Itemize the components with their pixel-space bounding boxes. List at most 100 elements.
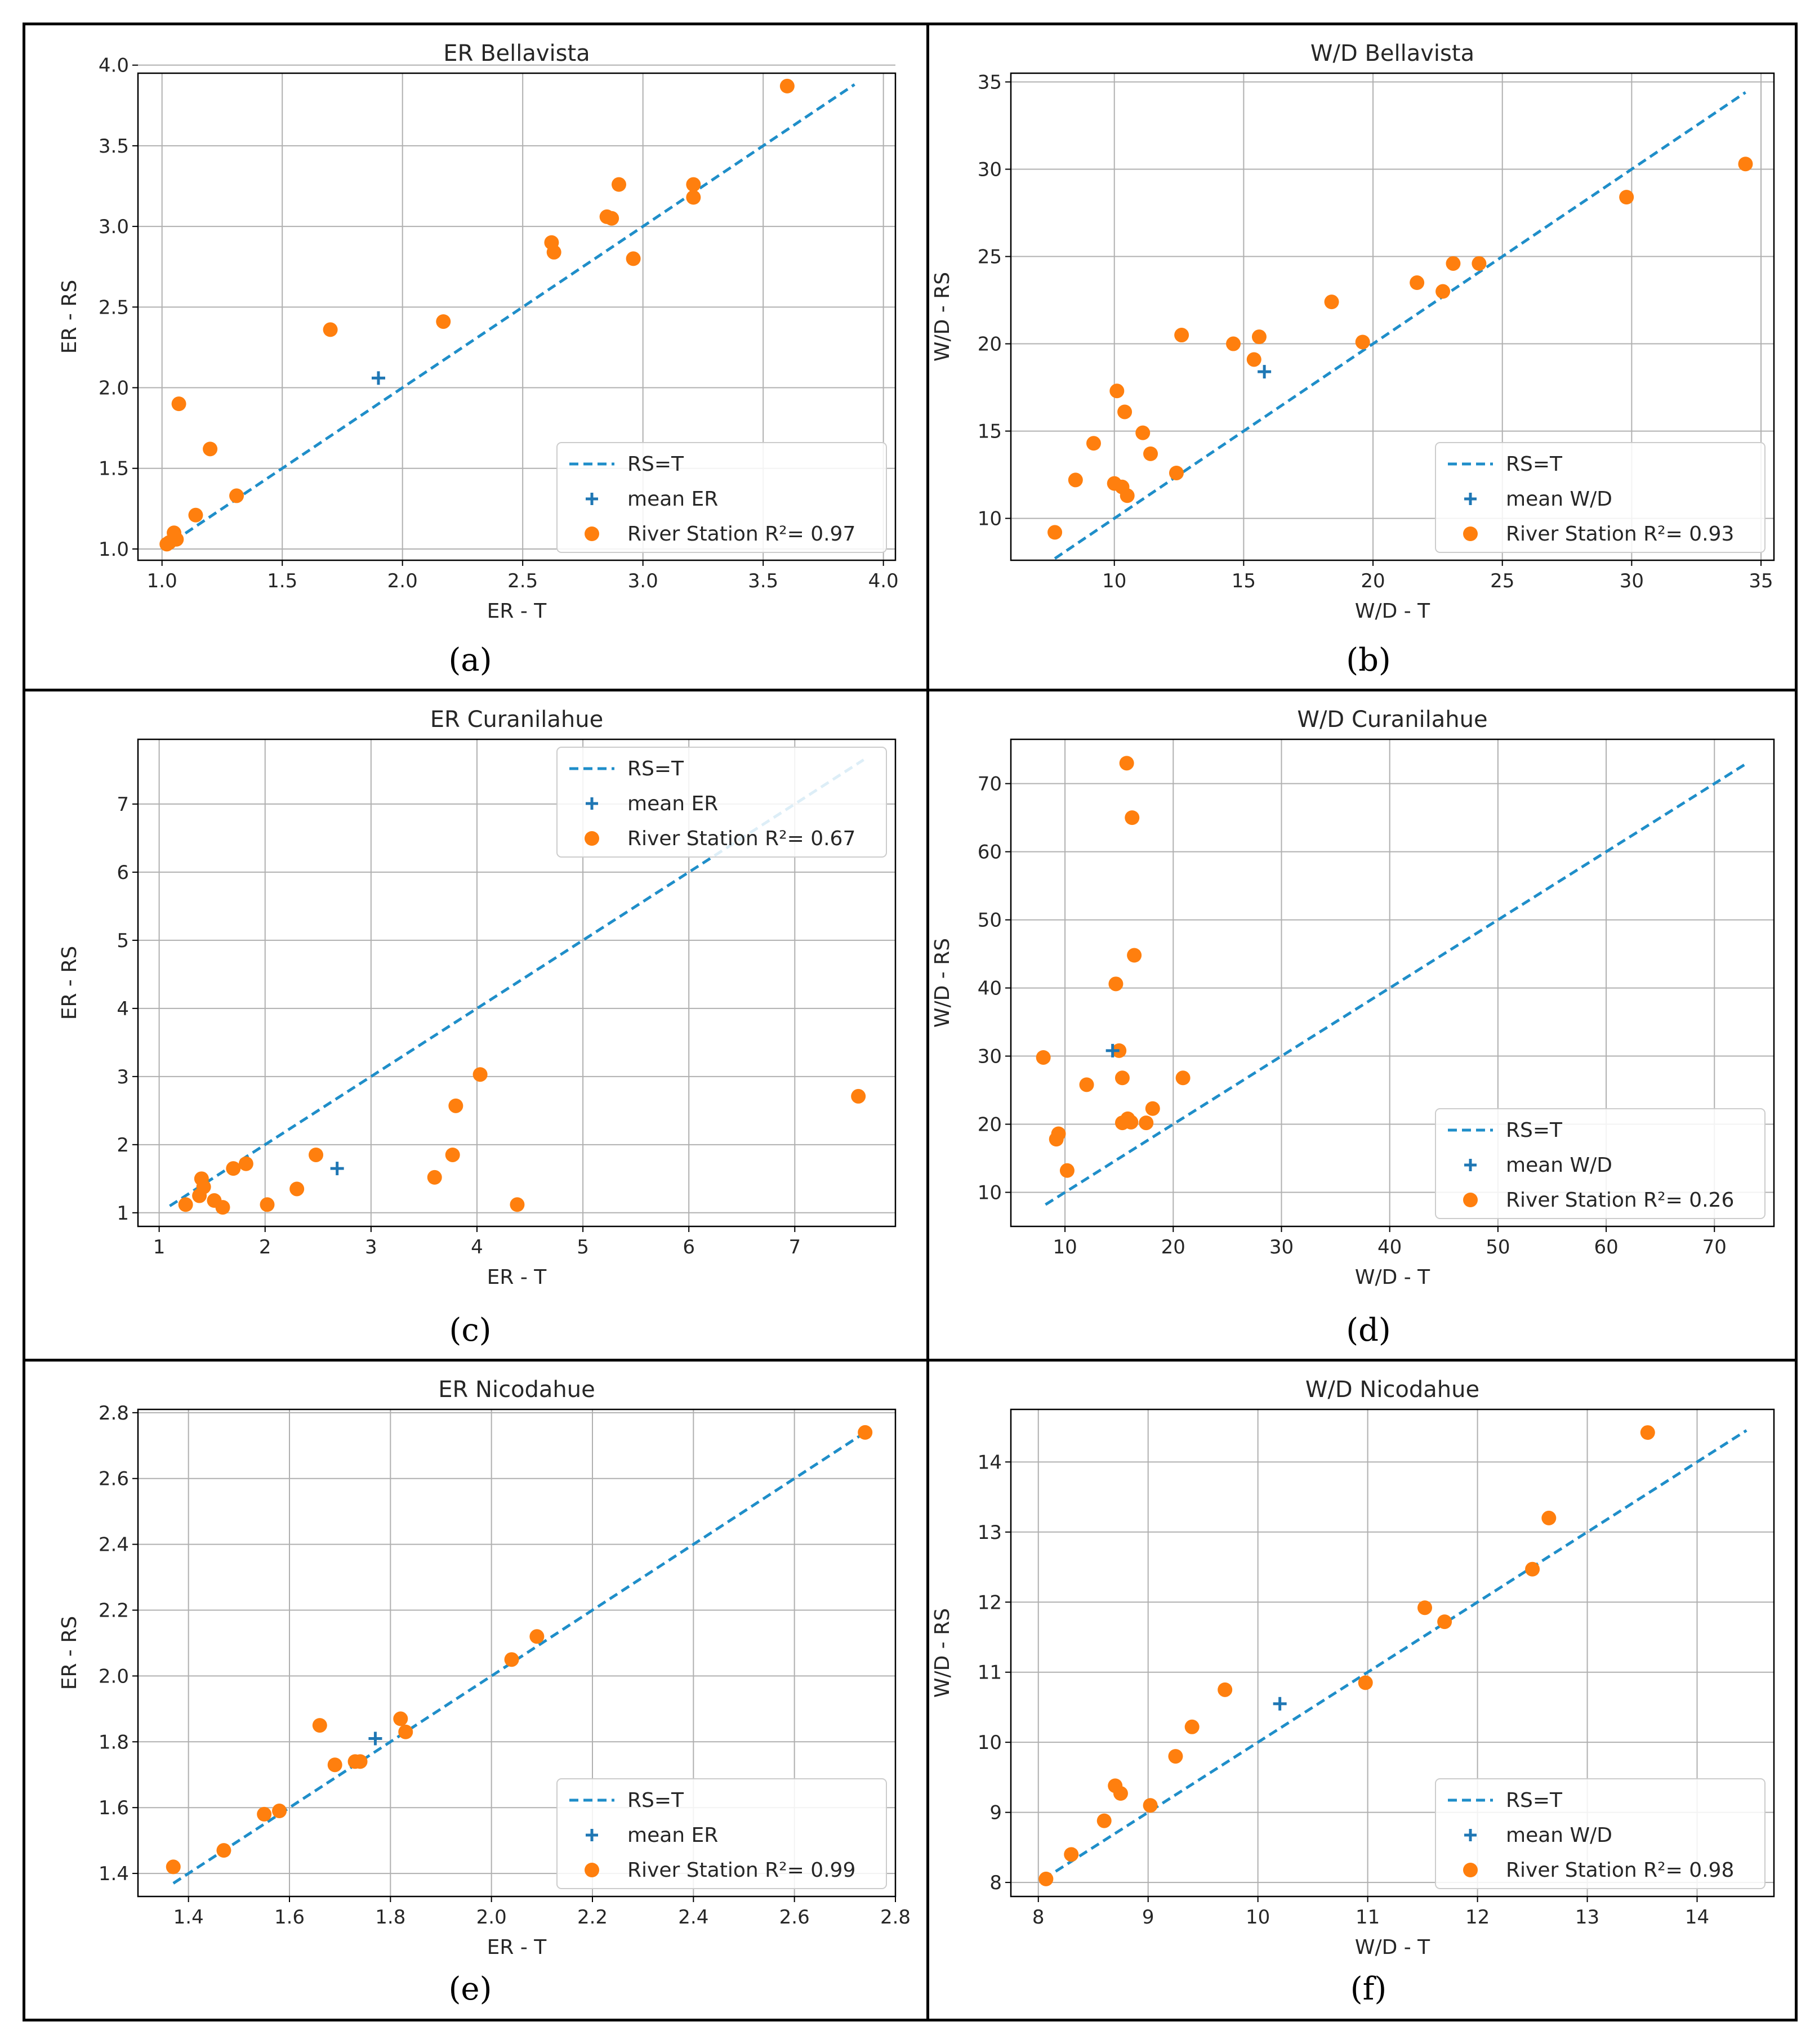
station-point	[196, 1179, 211, 1194]
y-tick-label: 2.5	[99, 296, 129, 319]
legend: RS=T mean ER River Station R²= 0.99	[556, 1778, 887, 1889]
station-point	[1117, 404, 1133, 419]
chart-title: W/D Nicodahue	[1305, 1377, 1479, 1403]
station-point	[611, 177, 626, 192]
legend-point-swatch	[585, 831, 599, 846]
station-point	[1036, 1050, 1051, 1065]
x-tick-label: 6	[683, 1236, 695, 1258]
y-tick-label: 1	[117, 1202, 129, 1225]
station-point	[1047, 525, 1063, 540]
legend-label: RS=T	[1506, 453, 1563, 476]
station-point	[686, 190, 701, 205]
station-point	[1038, 1871, 1054, 1886]
station-point	[427, 1170, 442, 1185]
x-tick-label: 70	[1702, 1236, 1727, 1258]
station-point	[604, 211, 619, 226]
station-point	[448, 1098, 463, 1113]
mean-marker	[1258, 365, 1272, 379]
x-tick-label: 1.6	[274, 1906, 305, 1929]
station-point	[1417, 1600, 1433, 1615]
plot-frame	[137, 738, 897, 1228]
y-tick-label: 2	[117, 1134, 129, 1157]
identity-line	[1045, 762, 1748, 1206]
y-tick-label: 4	[117, 998, 129, 1020]
station-point	[1218, 1682, 1233, 1697]
x-tick-label: 3	[365, 1236, 377, 1258]
y-tick-label: 35	[978, 72, 1002, 94]
y-tick-label: 2.4	[99, 1534, 129, 1556]
mean-marker	[371, 371, 385, 385]
y-tick-label: 70	[978, 773, 1002, 796]
station-point	[1108, 976, 1124, 992]
station-point	[1226, 336, 1241, 351]
station-point	[1446, 256, 1461, 271]
mean-marker	[1105, 1043, 1120, 1057]
x-tick-label: 1.8	[375, 1906, 405, 1929]
x-tick-label: 2.0	[387, 570, 418, 592]
y-tick-label: 8	[989, 1872, 1002, 1894]
x-tick-label: 2.0	[476, 1906, 507, 1929]
y-axis-label: W/D - RS	[931, 938, 954, 1028]
legend-box	[556, 1778, 887, 1889]
station-point	[1113, 1786, 1128, 1801]
station-point	[626, 251, 641, 266]
plot-frame	[1010, 738, 1775, 1228]
y-tick-label: 10	[978, 1182, 1002, 1204]
caption-e: (e)	[448, 1971, 492, 2007]
x-axis-label: W/D - T	[1355, 600, 1430, 623]
station-point	[1119, 756, 1134, 771]
x-axis-label: ER - T	[487, 600, 547, 623]
legend-label: River Station R²= 0.93	[1506, 523, 1734, 546]
station-point	[1079, 1077, 1094, 1092]
x-axis-label: W/D - T	[1355, 1936, 1430, 1959]
y-tick-label: 3.0	[99, 216, 129, 238]
legend-box	[556, 747, 887, 858]
station-point	[1139, 1115, 1154, 1131]
x-axis-label: ER - T	[487, 1936, 547, 1959]
station-point	[686, 177, 701, 192]
x-tick-label: 3.0	[628, 570, 658, 592]
x-tick-label: 25	[1490, 570, 1514, 592]
x-tick-label: 8	[1032, 1906, 1045, 1929]
y-tick-label: 2.2	[99, 1600, 129, 1622]
station-point	[1086, 436, 1101, 451]
x-tick-label: 2.8	[880, 1906, 911, 1929]
legend-point-swatch	[1463, 526, 1478, 541]
station-point	[1124, 1114, 1139, 1130]
x-tick-label: 2.2	[577, 1906, 608, 1929]
station-point	[1435, 284, 1451, 299]
legend: RS=T mean ER River Station R²= 0.97	[556, 442, 887, 553]
legend: RS=T mean W/D River Station R²= 0.93	[1435, 442, 1766, 553]
chart-title: ER Bellavista	[443, 41, 590, 66]
plot-frame	[137, 1408, 897, 1898]
legend-plus-swatch	[1464, 1159, 1477, 1171]
x-tick-label: 2.4	[678, 1906, 708, 1929]
station-point	[779, 78, 795, 93]
station-point	[216, 1843, 231, 1858]
station-point	[1143, 446, 1158, 461]
legend-label: RS=T	[627, 453, 684, 476]
station-point	[1251, 329, 1267, 345]
station-point	[1125, 810, 1140, 825]
station-point	[1410, 275, 1425, 291]
station-point	[529, 1629, 545, 1644]
chart-er-bellavista: ER Bellavista 1.0 1.5 2.0 2.5 3.0 3.5 4.0 1.0 1.5…	[58, 41, 899, 623]
chart-title: ER Nicodahue	[438, 1377, 595, 1403]
station-point	[1525, 1561, 1540, 1577]
legend-point-swatch	[585, 526, 599, 541]
station-point	[445, 1147, 460, 1162]
legend-point-swatch	[1463, 1193, 1478, 1207]
station-point	[169, 532, 184, 547]
y-axis-label: ER - RS	[58, 1616, 81, 1690]
legend-label: RS=T	[627, 757, 684, 780]
column-divider	[926, 23, 929, 2021]
y-tick-label: 1.0	[99, 538, 129, 561]
legend-label: RS=T	[627, 1789, 684, 1812]
chart-er-nicodahue: ER Nicodahue 1.4 1.6 1.8 2.0 2.2 2.4 2.6 2.8 1.4 1…	[58, 1377, 911, 1959]
legend-label: RS=T	[1506, 1119, 1563, 1142]
station-point	[1169, 465, 1184, 480]
y-tick-label: 30	[978, 1046, 1002, 1068]
y-tick-label: 12	[978, 1591, 1002, 1614]
y-tick-label: 1.4	[99, 1863, 129, 1885]
station-point	[327, 1757, 342, 1773]
